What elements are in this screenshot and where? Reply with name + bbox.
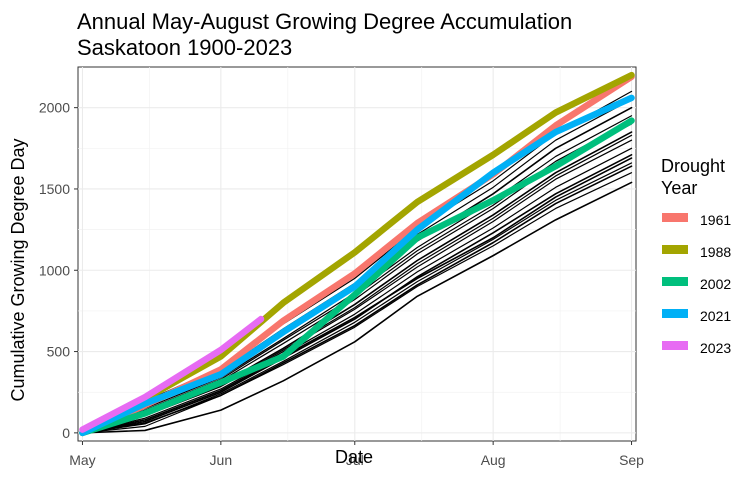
drought-year-lines bbox=[79, 71, 635, 437]
y-tick-label: 1000 bbox=[39, 262, 70, 278]
legend-title-line-2: Year bbox=[661, 178, 697, 198]
y-axis: 0 500 1000 1500 2000 bbox=[39, 100, 78, 441]
x-tick-label: Jun bbox=[210, 452, 233, 468]
legend-key-2023 bbox=[662, 341, 688, 350]
legend-label-1988: 1988 bbox=[700, 244, 731, 260]
legend-key-2021 bbox=[662, 309, 688, 318]
background-year-line bbox=[81, 172, 633, 434]
legend-label-2002: 2002 bbox=[700, 276, 731, 292]
background-year-line bbox=[81, 165, 633, 434]
y-tick-label: 2000 bbox=[39, 100, 70, 116]
legend-label-2023: 2023 bbox=[700, 340, 731, 356]
background-year-line bbox=[81, 147, 633, 434]
x-tick-label: Aug bbox=[481, 452, 506, 468]
background-year-line bbox=[81, 181, 633, 434]
x-tick-label: Jul bbox=[346, 452, 364, 468]
background-year-line bbox=[81, 157, 633, 434]
legend-key-1988 bbox=[662, 245, 688, 254]
x-tick-label: Sep bbox=[619, 452, 644, 468]
legend: Drought Year 1961 1988 2002 2021 2023 bbox=[661, 156, 731, 356]
series-line-2021 bbox=[79, 94, 635, 437]
legend-key-2002 bbox=[662, 277, 688, 286]
series-line-2023 bbox=[79, 315, 265, 433]
legend-label-2021: 2021 bbox=[700, 308, 731, 324]
legend-key-1961 bbox=[662, 213, 688, 222]
plot-panel bbox=[77, 66, 637, 442]
x-axis-title: Date bbox=[335, 447, 373, 467]
chart-title-line-1: Annual May-August Growing Degree Accumul… bbox=[77, 9, 572, 34]
chart-title-line-2: Saskatoon 1900-2023 bbox=[77, 35, 292, 60]
y-tick-label: 1500 bbox=[39, 181, 70, 197]
x-axis: May Jun Jul Aug Sep bbox=[69, 441, 644, 468]
y-axis-title: Cumulative Growing Degree Day bbox=[8, 138, 28, 401]
background-year-line bbox=[81, 154, 633, 434]
y-tick-label: 500 bbox=[47, 344, 71, 360]
series-line-2002 bbox=[79, 117, 635, 437]
y-tick-label: 0 bbox=[62, 425, 70, 441]
legend-title-line-1: Drought bbox=[661, 156, 725, 176]
x-tick-label: May bbox=[69, 452, 95, 468]
legend-label-1961: 1961 bbox=[700, 212, 731, 228]
